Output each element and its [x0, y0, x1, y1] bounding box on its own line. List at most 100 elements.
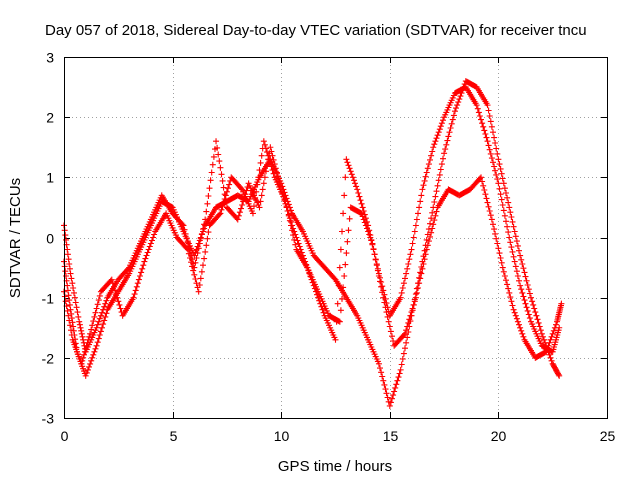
data-marker-run	[61, 227, 73, 272]
data-marker-run	[398, 251, 414, 296]
data-marker-run	[203, 146, 218, 215]
data-marker-run	[225, 205, 240, 222]
data-marker-run	[550, 362, 562, 378]
data-point	[484, 102, 491, 109]
data-marker-run	[116, 272, 132, 293]
data-point	[495, 156, 502, 163]
data-point	[67, 306, 74, 313]
data-point	[430, 144, 437, 151]
data-marker-run	[127, 242, 142, 269]
data-point	[282, 198, 289, 205]
data-marker-run	[229, 175, 244, 192]
data-marker-run	[70, 339, 84, 365]
data-marker-run	[142, 231, 158, 262]
data-marker-run	[327, 313, 342, 325]
data-point	[336, 318, 343, 325]
data-marker-run	[311, 253, 327, 270]
data-marker-run	[435, 188, 451, 209]
data-marker-run	[88, 292, 103, 333]
data-point	[78, 360, 85, 367]
data-point	[260, 138, 267, 145]
data-marker-run	[337, 215, 353, 314]
data-point	[517, 252, 524, 259]
data-marker-run	[83, 345, 99, 376]
data-marker-run	[507, 209, 522, 254]
data-marker-run	[164, 212, 179, 239]
data-marker-run	[420, 148, 436, 189]
y-axis-label: SDTVAR / TECUs	[7, 178, 24, 298]
data-marker-run	[290, 212, 305, 233]
data-marker-run	[529, 321, 544, 347]
y-tick-label: -3	[42, 411, 55, 427]
data-point	[451, 108, 458, 115]
data-marker-run	[485, 142, 501, 183]
data-marker-run	[240, 188, 255, 214]
data-point	[473, 102, 480, 109]
data-marker-run	[153, 212, 168, 233]
data-marker-run	[322, 265, 338, 282]
data-marker-run	[550, 327, 562, 353]
data-marker-run	[301, 230, 316, 257]
data-marker-run	[529, 298, 544, 334]
data-marker-run	[511, 309, 527, 340]
data-marker-run	[463, 85, 479, 107]
data-marker-run	[149, 200, 164, 227]
data-marker-run	[185, 250, 201, 291]
data-point	[397, 294, 404, 301]
data-marker-run	[403, 298, 418, 334]
data-marker-run	[294, 248, 310, 269]
data-marker-run	[149, 194, 164, 220]
x-axis-label: GPS time / hours	[278, 458, 392, 475]
data-point	[369, 240, 376, 247]
data-point	[76, 318, 83, 325]
data-point	[217, 210, 224, 217]
data-marker-run	[474, 105, 490, 141]
data-marker-run	[496, 185, 512, 236]
data-marker-run	[192, 221, 208, 266]
data-marker-run	[392, 332, 407, 348]
data-point	[93, 324, 100, 331]
data-point	[256, 204, 263, 211]
data-marker-run	[420, 209, 436, 260]
data-marker-run	[344, 159, 360, 190]
y-tick-label: 0	[46, 231, 54, 247]
data-marker-run	[203, 206, 218, 227]
data-point	[249, 210, 256, 217]
data-point	[87, 330, 94, 337]
data-marker-run	[268, 148, 284, 189]
data-marker-run	[479, 178, 494, 219]
data-point	[332, 336, 339, 343]
data-marker-run	[544, 321, 559, 352]
data-point	[499, 264, 506, 271]
data-marker-run	[442, 92, 457, 118]
data-marker-run	[381, 299, 397, 344]
series-trace-b	[61, 84, 563, 355]
data-marker-run	[170, 211, 186, 228]
data-marker-run	[474, 85, 490, 107]
data-marker-run	[344, 296, 360, 317]
data-point	[180, 222, 187, 229]
data-marker-run	[485, 107, 501, 157]
data-point	[184, 246, 191, 253]
plot-frame	[64, 57, 608, 419]
data-point	[397, 366, 404, 373]
data-marker-run	[496, 161, 512, 206]
data-point	[375, 360, 382, 367]
data-point	[517, 282, 524, 289]
data-marker-run	[99, 277, 114, 294]
data-point	[543, 348, 550, 355]
data-point	[478, 174, 485, 181]
data-marker-run	[196, 229, 212, 288]
y-tick-label: 3	[46, 50, 54, 66]
data-marker-run	[370, 245, 386, 296]
data-point	[488, 216, 495, 223]
data-point	[380, 294, 387, 301]
data-marker-run	[159, 194, 175, 215]
y-tick-label: -2	[42, 351, 55, 367]
data-point	[354, 186, 361, 193]
data-marker-run	[431, 155, 446, 205]
data-point	[130, 294, 137, 301]
data-marker-run	[207, 211, 223, 228]
x-tick-label: 25	[600, 428, 616, 444]
data-point	[67, 270, 74, 277]
